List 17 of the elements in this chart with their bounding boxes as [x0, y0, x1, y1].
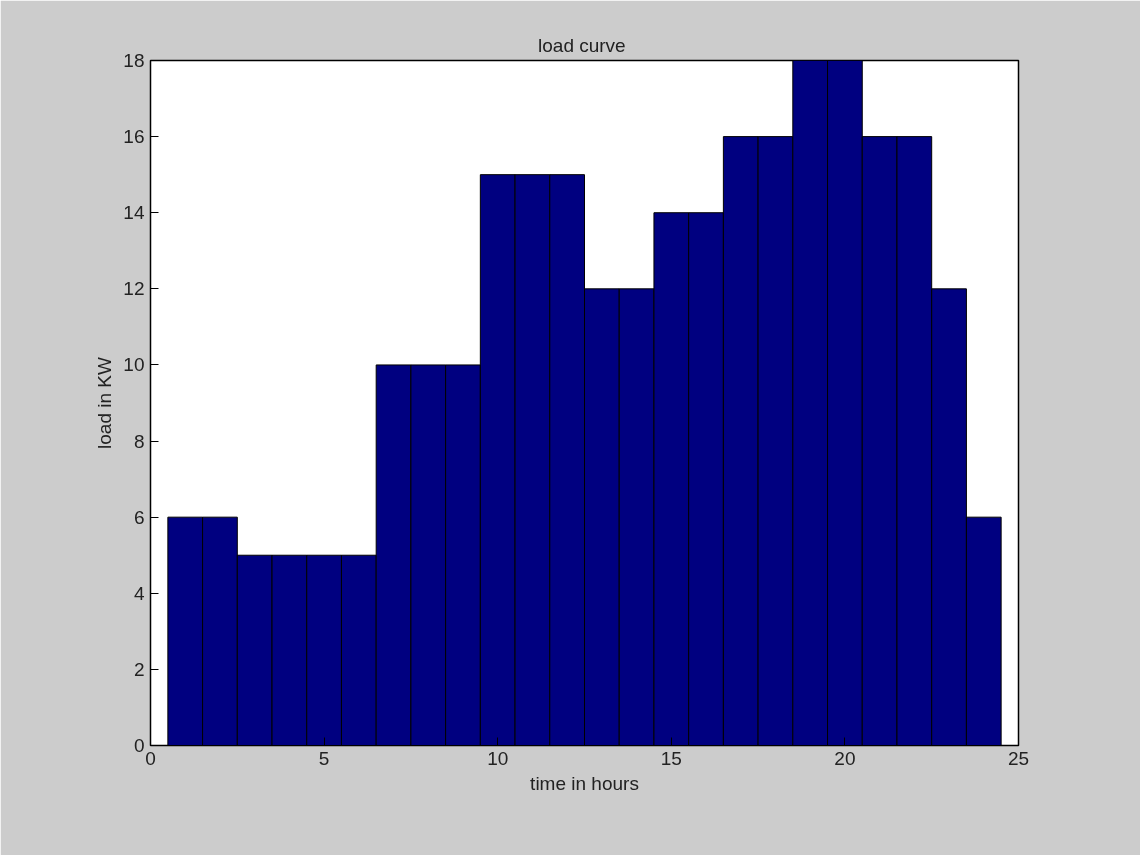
- x-tick-label: 20: [834, 747, 856, 769]
- y-tick-label: 14: [123, 202, 145, 224]
- x-tick-label: 15: [660, 747, 682, 769]
- y-tick-label: 12: [123, 278, 145, 300]
- y-tick-label: 6: [133, 506, 145, 528]
- chart-title: load curve: [538, 34, 626, 56]
- y-tick-label: 16: [123, 126, 145, 148]
- y-axis-title: load in KW: [94, 357, 116, 449]
- y-tick-label: 2: [133, 658, 145, 680]
- y-tick-label: 8: [133, 430, 145, 452]
- y-tick-label: 18: [123, 50, 145, 71]
- y-tick-label: 10: [123, 354, 145, 376]
- x-tick-label: 25: [1007, 747, 1030, 769]
- y-tick-label: 4: [133, 582, 145, 604]
- x-tick-label: 10: [487, 747, 509, 769]
- x-axis-title: time in hours: [530, 772, 639, 794]
- x-tick-label: 5: [318, 747, 330, 769]
